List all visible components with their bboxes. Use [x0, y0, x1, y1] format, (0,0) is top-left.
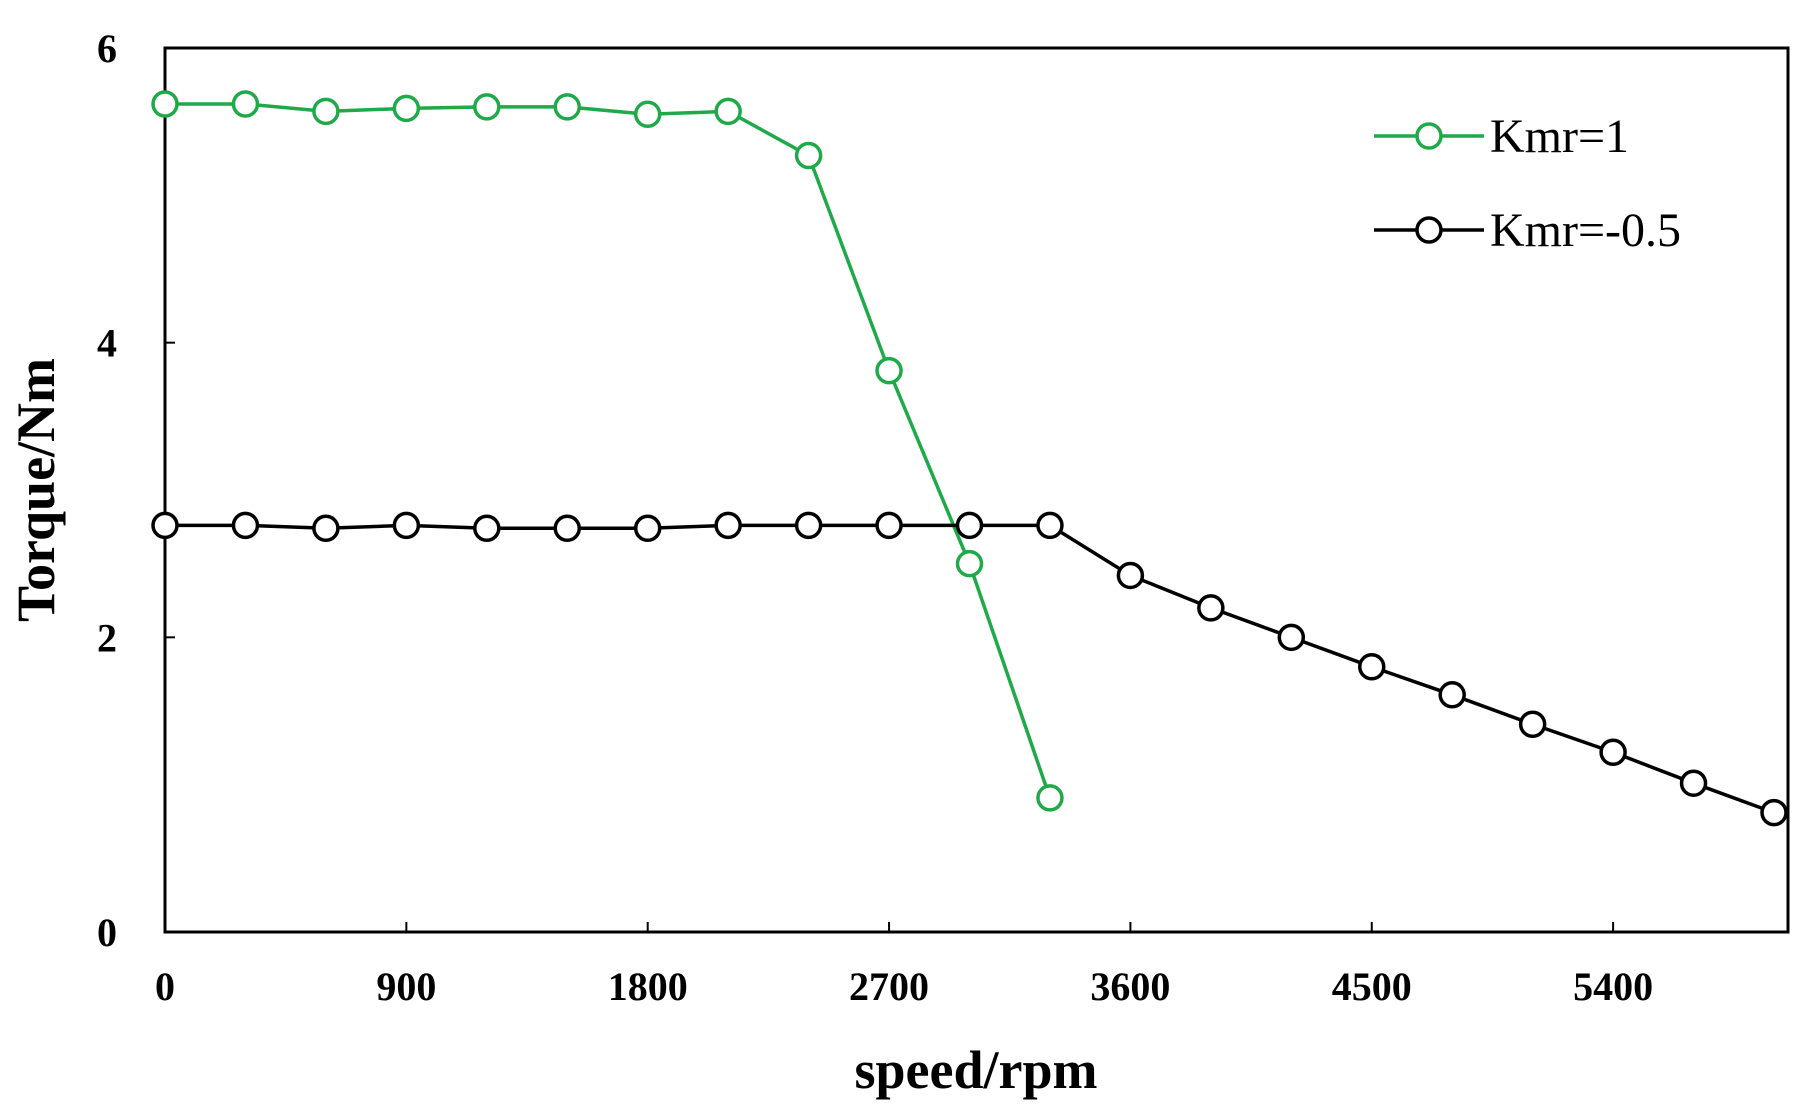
data-point [1116, 561, 1145, 590]
x-axis-title: speed/rpm [855, 1040, 1098, 1100]
data-point [151, 511, 179, 540]
data-point [151, 90, 179, 118]
y-axis-ticks: 0 2 4 6 [97, 26, 175, 955]
data-point [1760, 798, 1788, 827]
y-axis-title: Torque/Nm [6, 358, 66, 622]
plot-frame [163, 46, 1790, 934]
series-1 [151, 511, 1788, 827]
legend-label: Kmr=-0.5 [1490, 204, 1681, 257]
data-point [1036, 511, 1064, 540]
data-point [1679, 769, 1708, 797]
data-point [955, 549, 984, 578]
data-point [312, 514, 340, 543]
legend: Kmr=1 Kmr=-0.5 [1374, 110, 1681, 257]
data-point [714, 97, 742, 126]
x-tick-label: 5400 [1573, 964, 1653, 1009]
series-line [165, 102, 1052, 799]
data-point [955, 511, 984, 540]
x-tick-label: 0 [155, 964, 175, 1009]
y-tick-label: 6 [97, 26, 117, 71]
data-point [473, 93, 501, 121]
data-point [392, 511, 421, 540]
data-point [1197, 594, 1225, 622]
y-tick-label: 0 [97, 910, 117, 955]
data-point [1036, 784, 1064, 812]
data-point [231, 90, 260, 118]
y-tick-label: 4 [97, 321, 117, 366]
data-point [794, 141, 823, 170]
data-point [794, 511, 823, 540]
legend-marker [1415, 122, 1443, 150]
data-point [553, 514, 581, 543]
data-point [1438, 681, 1466, 709]
legend-marker [1415, 216, 1443, 244]
data-point [231, 511, 260, 540]
data-point [1518, 710, 1547, 739]
x-axis-ticks: 0 900 1800 2700 3600 4500 5400 [155, 922, 1653, 1009]
data-point [633, 514, 662, 543]
data-point [875, 511, 903, 540]
legend-label: Kmr=1 [1490, 110, 1629, 163]
data-point [1358, 653, 1386, 681]
data-point [714, 511, 742, 540]
y-tick-label: 2 [97, 615, 117, 660]
series-0 [151, 90, 1064, 812]
data-point [392, 94, 421, 123]
data-point [1599, 738, 1627, 767]
x-tick-label: 2700 [849, 964, 929, 1009]
data-point [875, 356, 903, 385]
data-point [553, 93, 581, 121]
x-tick-label: 3600 [1090, 964, 1170, 1009]
series-layer [151, 90, 1788, 827]
data-point [1277, 623, 1306, 652]
data-point [473, 514, 501, 543]
x-tick-label: 1800 [608, 964, 688, 1009]
data-point [312, 97, 340, 126]
x-tick-label: 4500 [1332, 964, 1412, 1009]
data-point [633, 100, 662, 129]
x-tick-label: 900 [376, 964, 436, 1009]
